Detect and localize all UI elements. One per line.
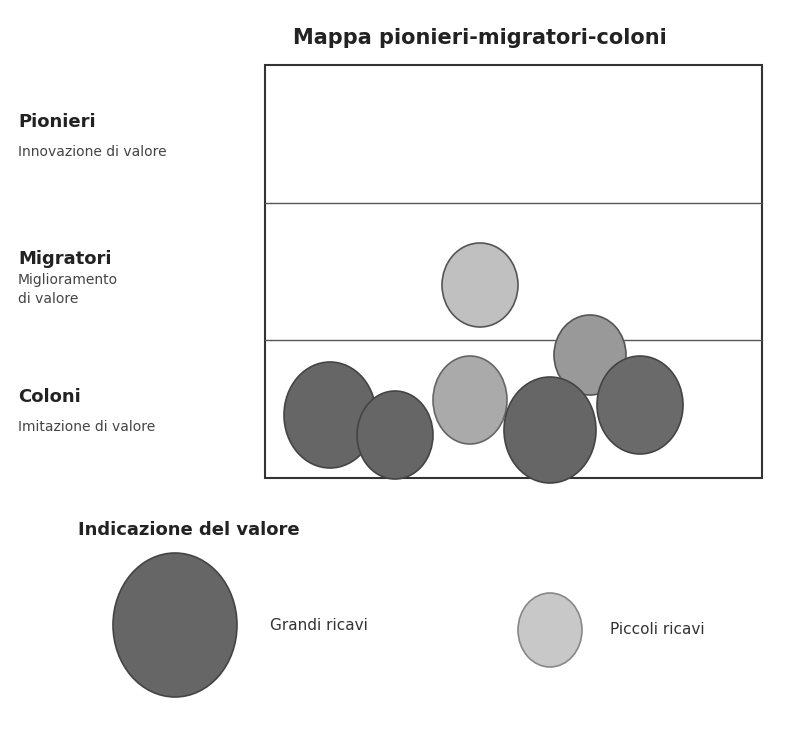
- Ellipse shape: [433, 356, 507, 444]
- Text: Innovazione di valore: Innovazione di valore: [18, 145, 166, 159]
- Text: Imitazione di valore: Imitazione di valore: [18, 420, 155, 434]
- Text: Indicazione del valore: Indicazione del valore: [78, 521, 300, 539]
- Text: Coloni: Coloni: [18, 388, 81, 406]
- Ellipse shape: [113, 553, 237, 697]
- Ellipse shape: [284, 362, 376, 468]
- Bar: [265, 65, 762, 478]
- Ellipse shape: [597, 356, 683, 454]
- Ellipse shape: [554, 315, 626, 395]
- Ellipse shape: [442, 243, 518, 327]
- Text: Pionieri: Pionieri: [18, 113, 96, 130]
- Text: Migratori: Migratori: [18, 251, 111, 268]
- Text: Piccoli ricavi: Piccoli ricavi: [610, 622, 705, 638]
- Ellipse shape: [504, 377, 596, 483]
- Ellipse shape: [518, 593, 582, 667]
- Text: Miglioramento
di valore: Miglioramento di valore: [18, 273, 118, 306]
- Text: Grandi ricavi: Grandi ricavi: [270, 617, 368, 633]
- Ellipse shape: [357, 391, 433, 479]
- Text: Mappa pionieri-migratori-coloni: Mappa pionieri-migratori-coloni: [293, 28, 667, 48]
